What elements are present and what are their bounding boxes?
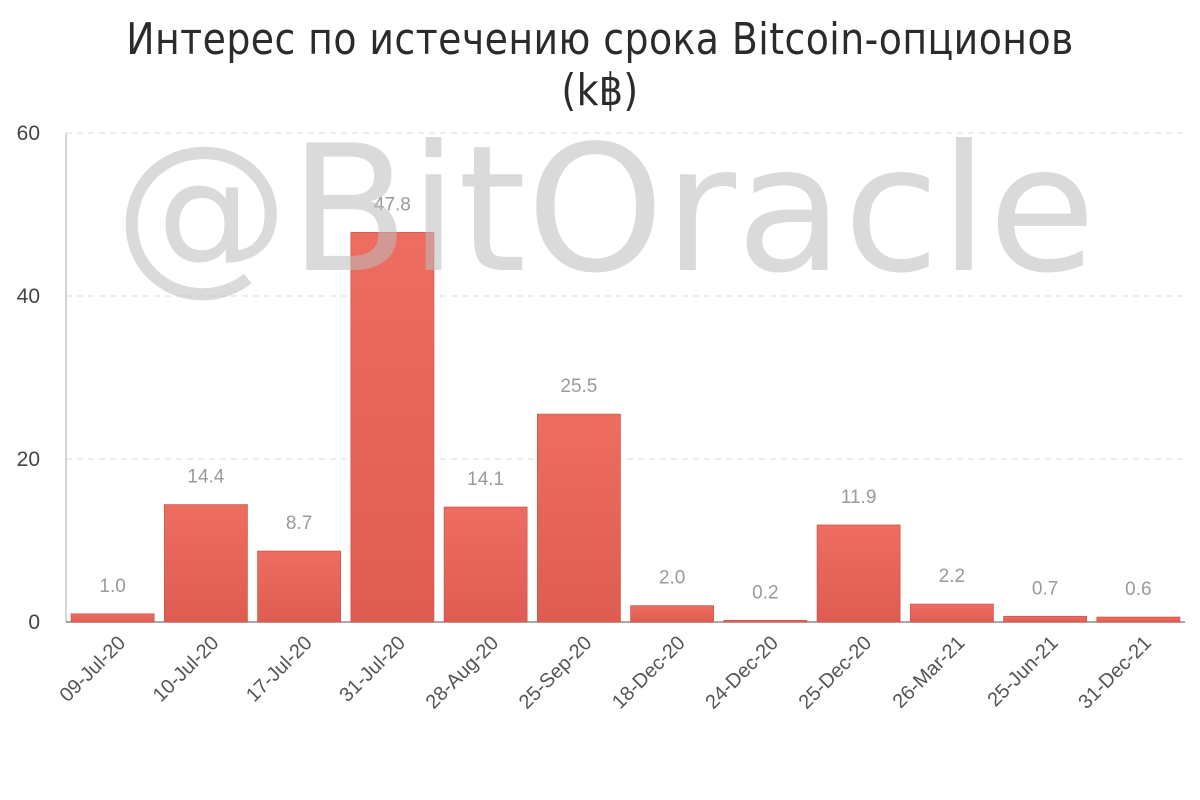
x-tick-label: 25-Jun-21 <box>983 632 1062 711</box>
data-label: 0.6 <box>1125 579 1151 600</box>
data-label: 2.2 <box>939 566 965 587</box>
data-label: 11.9 <box>841 487 877 508</box>
watermark-text: @BitOracle <box>114 109 1096 312</box>
bar-layer <box>70 232 1181 623</box>
data-label: 8.7 <box>286 513 312 534</box>
data-label: 14.4 <box>187 467 224 488</box>
data-label: 1.0 <box>99 576 125 597</box>
bar-24-Dec-20 <box>723 619 808 623</box>
data-label: 25.5 <box>560 376 597 397</box>
axis-layer: 0 20 40 60 <box>17 122 1185 634</box>
bar-25-Jun-21 <box>1003 615 1088 623</box>
y-tick-label: 60 <box>17 122 40 145</box>
bar-25-Sep-20 <box>536 413 621 623</box>
bar-26-Mar-21 <box>909 603 994 623</box>
bar-10-Jul-20 <box>163 504 248 623</box>
y-tick-label: 0 <box>28 611 40 634</box>
x-tick-label: 26-Mar-21 <box>889 632 970 713</box>
x-tick-label: 28-Aug-20 <box>422 632 504 714</box>
x-tick-label: 31-Dec-21 <box>1074 632 1156 714</box>
data-label: 14.1 <box>467 469 504 490</box>
bar-09-Jul-20 <box>70 613 155 623</box>
x-tick-label: 31-Jul-20 <box>335 632 410 707</box>
bar-17-Jul-20 <box>257 550 342 623</box>
data-label: 2.0 <box>659 568 685 589</box>
chart-title: Интерес по истечению срока Bitcoin-опцио… <box>126 14 1074 116</box>
bar-31-Dec-21 <box>1096 616 1181 623</box>
x-tick-label: 18-Dec-20 <box>608 632 690 714</box>
bar-18-Dec-20 <box>630 605 715 623</box>
bar-28-Aug-20 <box>443 506 528 623</box>
y-tick-label: 40 <box>17 285 40 308</box>
data-label: 0.2 <box>752 582 778 603</box>
x-tick-label: 17-Jul-20 <box>242 632 317 707</box>
x-tick-label: 09-Jul-20 <box>56 632 131 707</box>
x-tick-label: 25-Sep-20 <box>515 632 597 714</box>
x-tick-label: 24-Dec-20 <box>701 632 783 714</box>
x-tick-label: 25-Dec-20 <box>795 632 877 714</box>
bar-31-Jul-20 <box>350 232 435 623</box>
data-label: 0.7 <box>1032 578 1058 599</box>
data-label: 47.8 <box>374 194 411 215</box>
bar-25-Dec-20 <box>816 524 901 623</box>
x-tick-label: 10-Jul-20 <box>149 632 224 707</box>
y-tick-label: 20 <box>17 448 40 471</box>
